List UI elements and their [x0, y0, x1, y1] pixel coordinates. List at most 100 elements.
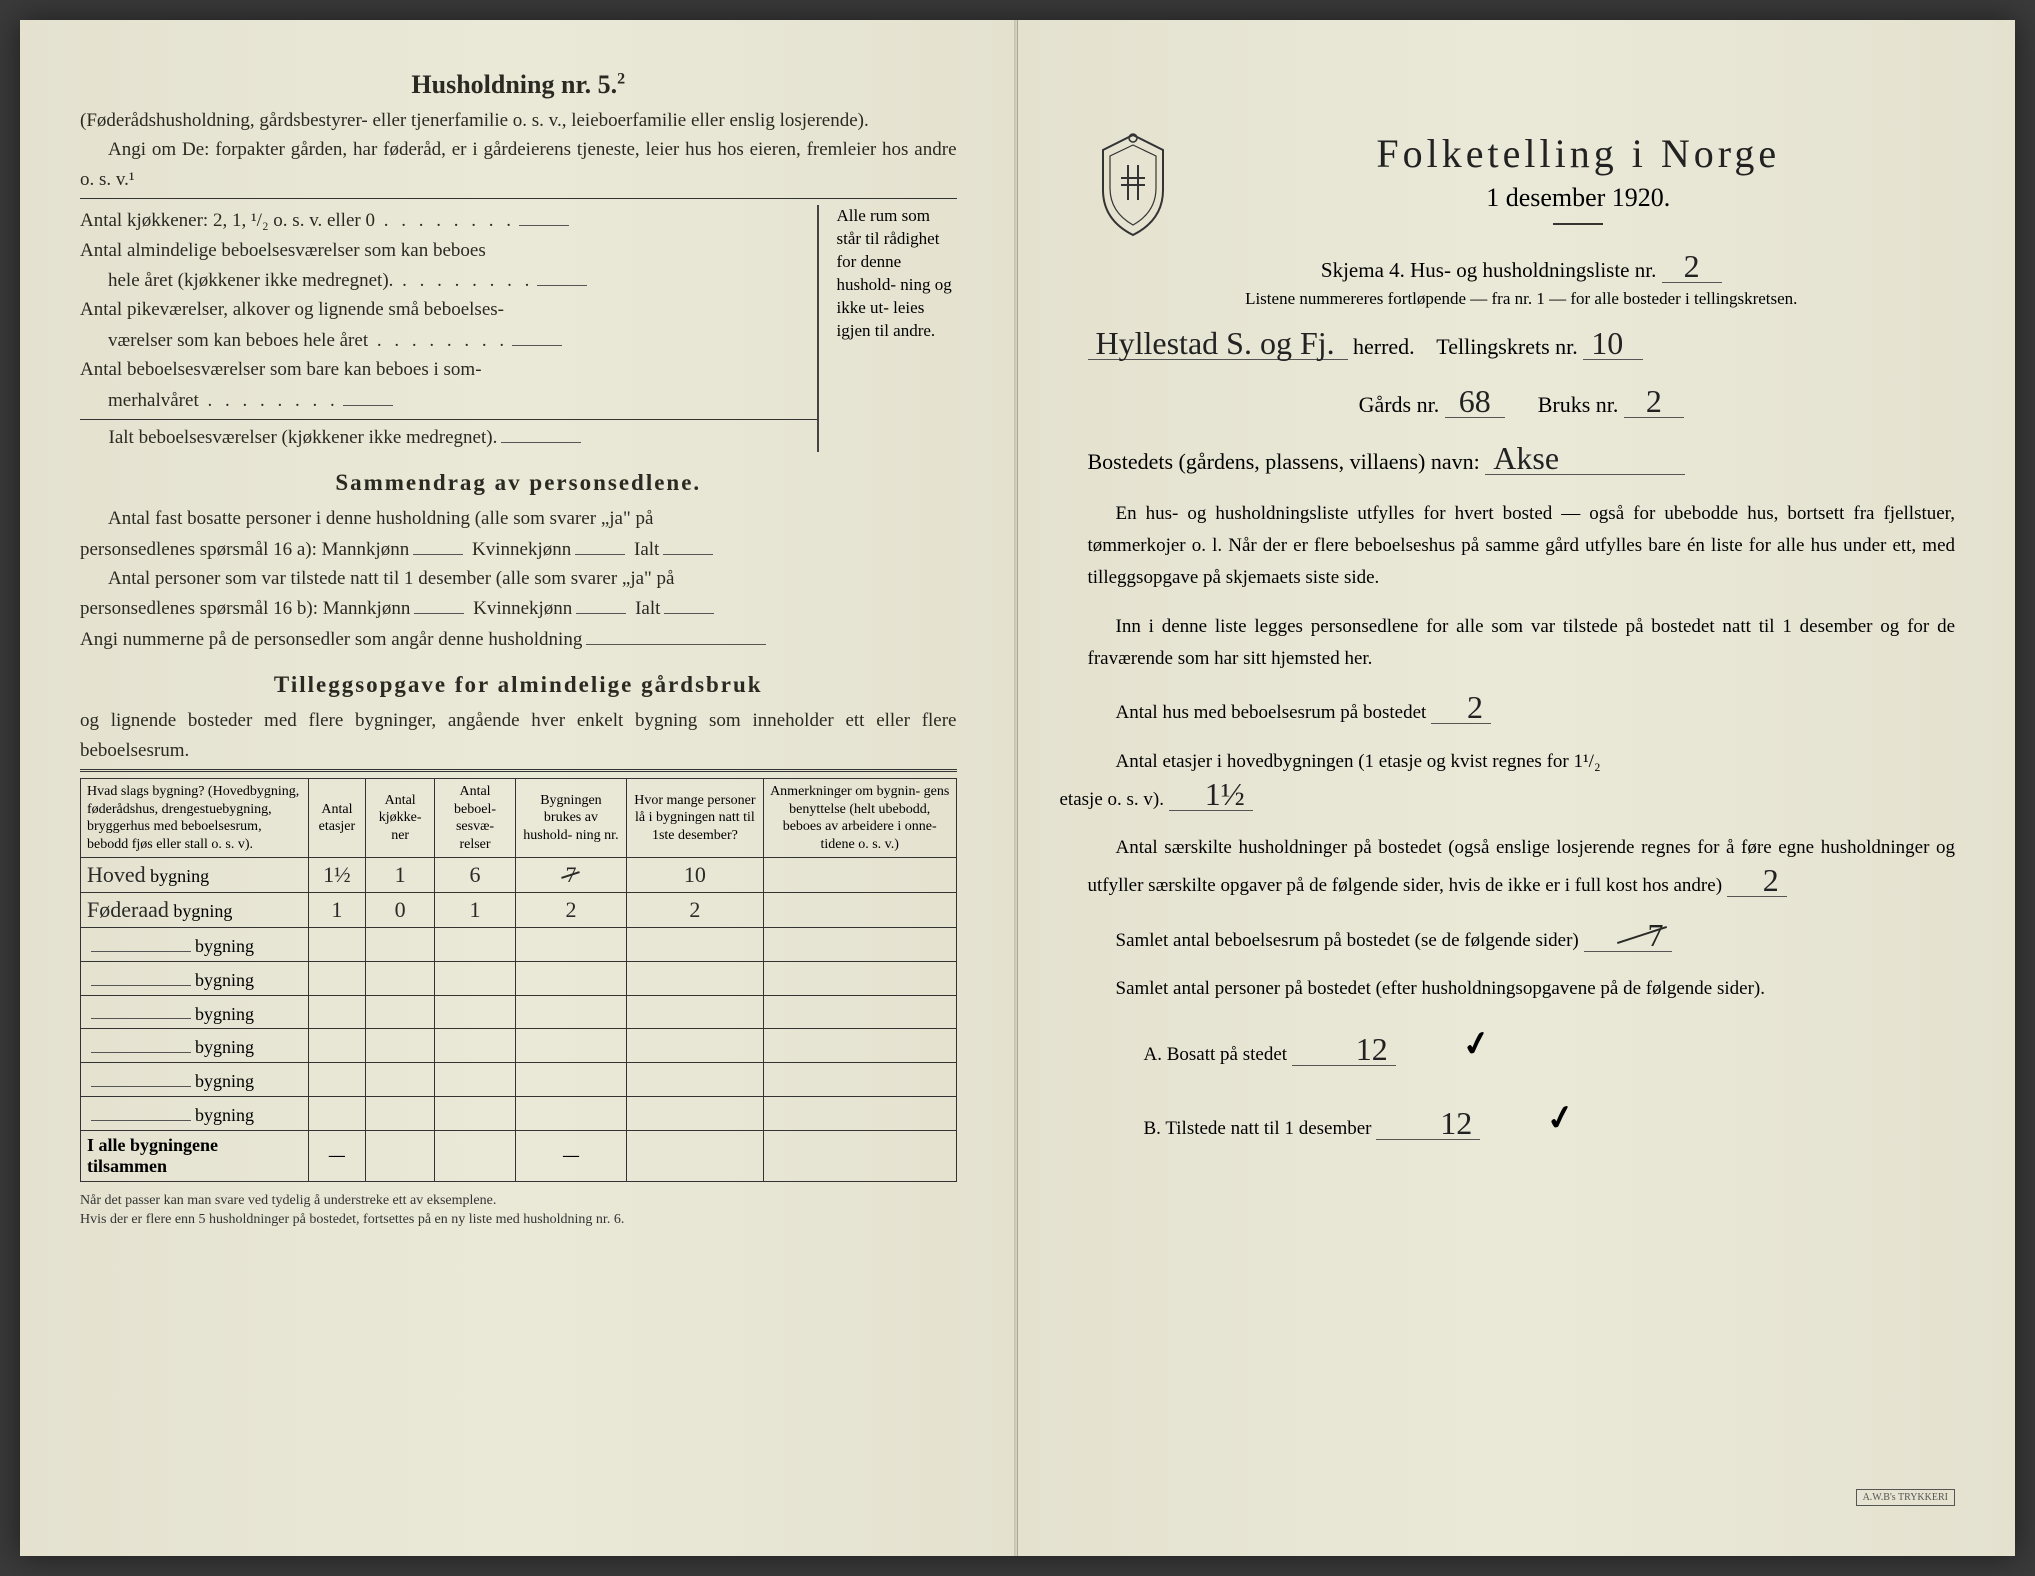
sammendrag-heading: Sammendrag av personsedlene.	[80, 470, 957, 496]
qB-value: 12	[1376, 1107, 1480, 1140]
row-label: bygning	[81, 1063, 309, 1097]
cell-value: 0	[395, 897, 406, 923]
table-total-row: I alle bygningene tilsammen — —	[81, 1130, 957, 1181]
q4: Samlet antal beboelsesrum på bostedet (s…	[1088, 919, 1956, 957]
q2: Antal etasjer i hovedbygningen (1 etasje…	[1088, 746, 1956, 817]
cell-value: 1	[470, 897, 481, 923]
sam-line-3: Angi nummerne på de personsedler som ang…	[80, 624, 957, 654]
cell	[366, 995, 435, 1029]
check-icon-2: ✓	[1487, 1088, 1580, 1160]
cell	[626, 1096, 763, 1130]
cell	[763, 1096, 956, 1130]
print-label: bygning	[195, 1105, 254, 1125]
gard-label: Gårds nr.	[1359, 392, 1440, 417]
print-label: bygning	[195, 936, 254, 956]
header: Folketelling i Norge 1 desember 1920.	[1088, 130, 1956, 240]
print-label: bygning	[150, 866, 209, 886]
cell: 6	[435, 858, 516, 893]
cell	[435, 1029, 516, 1063]
cell-value: 7	[565, 862, 576, 888]
print-label: bygning	[173, 901, 232, 921]
footnote: Når det passer kan man svare ved tydelig…	[80, 1192, 957, 1230]
cell-value: 1½	[323, 862, 351, 888]
print-label: bygning	[195, 1037, 254, 1057]
check-icon: ✓	[1402, 1014, 1495, 1086]
cell	[626, 1063, 763, 1097]
list-note: Listene nummereres fortløpende — fra nr.…	[1088, 289, 1956, 309]
bosted-value: Akse	[1485, 442, 1685, 475]
print-label: bygning	[195, 970, 254, 990]
cell	[308, 1096, 366, 1130]
print-label: bygning	[195, 1003, 254, 1023]
gard-row: Gårds nr. 68 Bruks nr. 2	[1088, 385, 1956, 425]
line-4a: Antal beboelsesværelser som bare kan beb…	[80, 355, 817, 384]
cell	[308, 928, 366, 962]
cell	[626, 961, 763, 995]
krets-label: Tellingskrets nr.	[1436, 334, 1577, 359]
cell-value: 1	[331, 897, 342, 923]
qB: B. Tilstede natt til 1 desember 12 ✓	[1088, 1095, 1956, 1153]
cell	[515, 961, 626, 995]
hand-label: Føderaad	[87, 897, 169, 923]
sam-1c: Kvinnekjønn	[472, 539, 571, 560]
total-1	[366, 1130, 435, 1181]
table-body: Hoved bygning1½16710Føderaad bygning1012…	[81, 858, 957, 1131]
line-4b-text: merhalvåret	[108, 390, 199, 411]
divider	[80, 198, 957, 199]
q4-label: Samlet antal beboelsesrum på bostedet (s…	[1116, 930, 1579, 951]
row-label: Hoved bygning	[81, 858, 309, 893]
q5: Samlet antal personer på bostedet (efter…	[1088, 973, 1956, 1005]
krets-value: 10	[1583, 327, 1643, 360]
gard-value: 68	[1445, 385, 1505, 418]
cell: 1	[435, 893, 516, 928]
line-4b: merhalvåret	[80, 385, 817, 415]
col-1: Antal etasjer	[308, 779, 366, 858]
line-3b: værelser som kan beboes hele året	[80, 325, 817, 355]
table-head: Hvad slags bygning? (Hovedbygning, føder…	[81, 779, 957, 858]
q4-value-text: 7	[1620, 919, 1664, 951]
cell: 1	[366, 858, 435, 893]
brace-left-col: Antal kjøkkener: 2, 1, ¹/₂ o. s. v. elle…	[80, 205, 817, 452]
col-3: Antal beboel- sesvæ- relser	[435, 779, 516, 858]
q1: Antal hus med beboelsesrum på bostedet 2	[1088, 691, 1956, 729]
cell	[763, 1063, 956, 1097]
sam-2b: personsedlenes spørsmål 16 b): Mannkjønn	[80, 598, 410, 619]
sam-3-text: Angi nummerne på de personsedler som ang…	[80, 629, 582, 650]
table-row: bygning	[81, 1063, 957, 1097]
cell	[763, 995, 956, 1029]
q1-value: 2	[1431, 691, 1491, 724]
sam-line-1b: personsedlenes spørsmål 16 a): Mannkjønn…	[80, 534, 957, 564]
cell	[435, 961, 516, 995]
cell: 2	[515, 893, 626, 928]
table-row: bygning	[81, 995, 957, 1029]
tillegg-para: og lignende bosteder med flere bygninger…	[80, 706, 957, 765]
cell	[308, 1063, 366, 1097]
cell	[515, 928, 626, 962]
bosted-row: Bostedets (gårdens, plassens, villaens) …	[1088, 442, 1956, 482]
cell	[308, 961, 366, 995]
cell	[435, 995, 516, 1029]
title-block: Folketelling i Norge 1 desember 1920.	[1202, 130, 1956, 239]
row-label: bygning	[81, 995, 309, 1029]
line-5-text: Ialt beboelsesværelser (kjøkkener ikke m…	[109, 427, 498, 448]
cell: 10	[626, 858, 763, 893]
sam-1d: Ialt	[634, 539, 659, 560]
skjema-value: 2	[1662, 250, 1722, 283]
cell	[515, 1029, 626, 1063]
title-main: Folketelling i Norge	[1202, 130, 1956, 177]
cell	[763, 858, 956, 893]
intro-2: Angi om De: forpakter gården, har føderå…	[80, 135, 957, 194]
herred-row: Hyllestad S. og Fj. herred. Tellingskret…	[1088, 327, 1956, 367]
line-3a: Antal pikeværelser, alkover og lignende …	[80, 295, 817, 324]
total-3: —	[515, 1130, 626, 1181]
sam-line-2: Antal personer som var tilstede natt til…	[80, 564, 957, 593]
cell	[626, 928, 763, 962]
sam-line-2b: personsedlenes spørsmål 16 b): Mannkjønn…	[80, 593, 957, 623]
table-row: Føderaad bygning10122	[81, 893, 957, 928]
herred-hand: Hyllestad S. og Fj.	[1088, 327, 1348, 360]
skjema-line: Skjema 4. Hus- og husholdningsliste nr. …	[1088, 250, 1956, 283]
cell	[435, 1096, 516, 1130]
cell	[366, 1029, 435, 1063]
line-2b: hele året (kjøkkener ikke medregnet).	[80, 265, 817, 295]
cell	[435, 1063, 516, 1097]
